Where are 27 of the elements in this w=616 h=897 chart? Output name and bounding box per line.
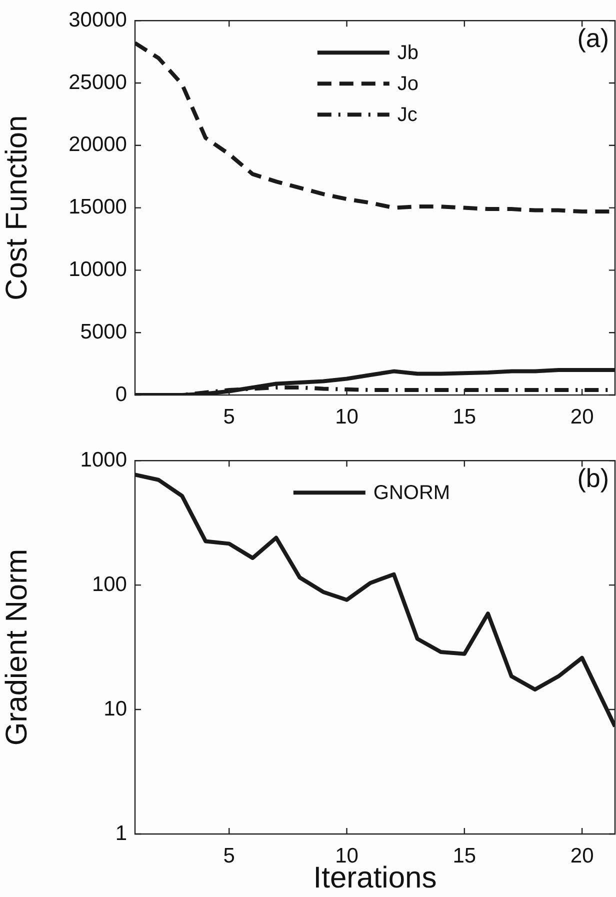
y-tick-label: 10000 <box>68 258 127 281</box>
y-tick-label: 20000 <box>68 133 127 156</box>
x-tick-label: 5 <box>223 844 235 868</box>
legend-label: Jb <box>397 42 419 64</box>
y-axis-title: Cost Function <box>0 115 34 300</box>
legend-label: Jc <box>397 104 418 126</box>
x-tick-label: 20 <box>570 405 594 428</box>
y-tick-label: 100 <box>92 572 127 596</box>
x-tick-label: 20 <box>570 844 594 868</box>
x-tick-label: 15 <box>452 405 476 428</box>
y-tick-label: 25000 <box>68 70 127 94</box>
x-tick-label: 10 <box>335 405 358 428</box>
y-tick-label: 10 <box>104 697 127 720</box>
x-tick-label: 15 <box>452 844 476 868</box>
y-tick-label: 0 <box>115 382 127 406</box>
annotation: (b) <box>577 462 609 493</box>
legend-label: GNORM <box>373 482 450 504</box>
legend-label: Jo <box>397 73 419 96</box>
annotation: (a) <box>577 22 609 53</box>
x-tick-label: 10 <box>335 844 358 868</box>
y-tick-label: 5000 <box>80 320 127 344</box>
y-tick-label: 15000 <box>68 196 127 219</box>
x-tick-label: 5 <box>223 405 235 428</box>
y-tick-label: 1 <box>115 822 127 845</box>
y-tick-label: 30000 <box>68 8 127 32</box>
y-tick-label: 1000 <box>80 448 127 472</box>
y-axis-title: Gradient Norm <box>0 548 34 746</box>
